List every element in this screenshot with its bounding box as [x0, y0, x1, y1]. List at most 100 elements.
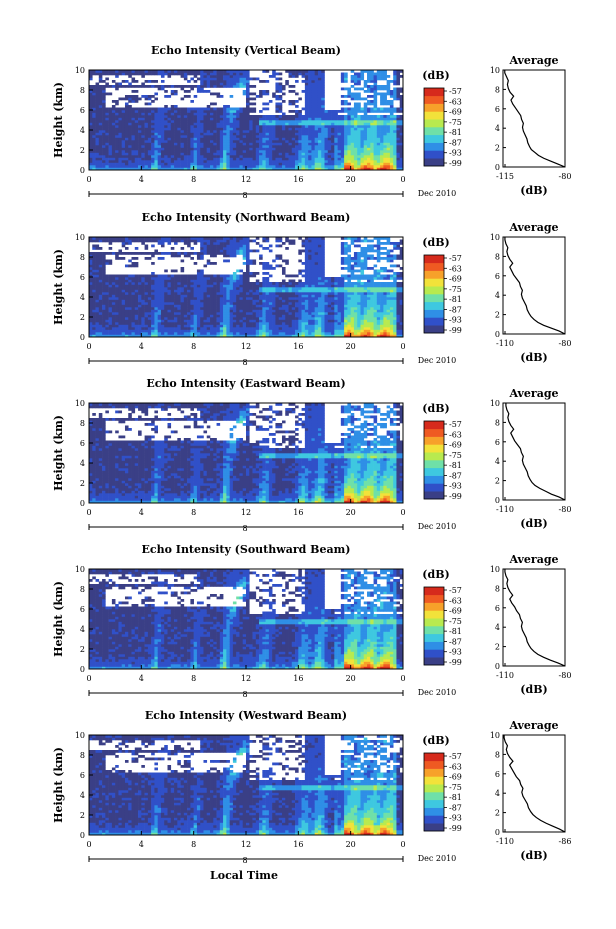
heatmap-cell: [239, 82, 244, 86]
heatmap-cell: [242, 125, 247, 128]
heatmap-cell: [223, 127, 227, 131]
heatmap-cell: [160, 122, 165, 126]
heatmap-cell: [380, 127, 384, 131]
heatmap-cell: [291, 142, 296, 146]
heatmap-cell: [200, 327, 204, 330]
heatmap-cell: [187, 140, 191, 143]
heatmap-cell: [154, 110, 158, 113]
heatmap-cell: [259, 307, 263, 310]
heatmap-cell: [131, 322, 136, 325]
heatmap-cell: [164, 279, 168, 283]
heatmap-cell: [396, 160, 401, 163]
heatmap-cell: [92, 329, 96, 333]
heatmap-cell: [170, 332, 175, 335]
heatmap-cell: [206, 157, 211, 161]
heatmap-cell: [141, 122, 145, 126]
heatmap-cell: [183, 167, 188, 171]
heatmap-cell: [317, 87, 322, 91]
heatmap-cell: [229, 167, 234, 171]
heatmap-cell: [249, 115, 253, 118]
heatmap-cell: [311, 122, 315, 126]
heatmap-cell: [242, 312, 247, 315]
heatmap-cell: [124, 142, 129, 146]
heatmap-cell: [200, 312, 204, 315]
heatmap-cell: [203, 252, 208, 255]
heatmap-cell: [216, 72, 221, 76]
heatmap-cell: [249, 132, 253, 136]
heatmap-cell: [160, 324, 165, 328]
heatmap-cell: [360, 160, 365, 163]
heatmap-cell: [151, 287, 155, 290]
heatmap-cell: [95, 309, 100, 313]
heatmap-cell: [134, 257, 139, 260]
colorbar-tick-label: -63: [449, 97, 462, 106]
heatmap-cell: [206, 82, 211, 86]
heatmap-cell: [115, 112, 119, 116]
heatmap-cell: [183, 294, 188, 298]
heatmap-cell: [334, 167, 338, 171]
heatmap-cell: [180, 107, 185, 111]
heatmap-cell: [321, 135, 325, 138]
heatmap-cell: [399, 120, 404, 123]
heatmap-cell: [347, 157, 351, 161]
heatmap-cell: [95, 115, 100, 118]
heatmap-cell: [183, 145, 188, 148]
heatmap-cell: [278, 329, 283, 333]
heatmap-cell: [288, 165, 293, 168]
heatmap-cell: [131, 147, 136, 151]
heatmap-cell: [134, 165, 139, 168]
heatmap-cell: [373, 140, 378, 143]
heatmap-cell: [223, 247, 227, 250]
heatmap-cell: [144, 319, 149, 323]
heatmap-cell: [174, 92, 178, 96]
heatmap-cell: [121, 107, 126, 111]
heatmap-cell: [183, 85, 188, 88]
heatmap-cell: [128, 259, 132, 263]
heatmap-cell: [95, 302, 100, 305]
heatmap-cell: [252, 272, 257, 275]
heatmap-cell: [89, 277, 93, 280]
heatmap-cell: [124, 122, 129, 126]
heatmap-cell: [272, 314, 276, 318]
heatmap-cell: [363, 90, 368, 93]
heatmap-cell: [121, 329, 126, 333]
heatmap-cell: [147, 304, 152, 308]
heatmap-cell: [223, 299, 227, 303]
heatmap-cell: [206, 284, 211, 288]
heatmap-cell: [196, 237, 201, 240]
heatmap-cell: [98, 152, 103, 156]
heatmap-cell: [236, 85, 240, 88]
heatmap-cell: [183, 125, 188, 128]
heatmap-cell: [200, 237, 204, 240]
heatmap-cell: [308, 132, 312, 136]
heatmap-cell: [259, 312, 263, 315]
heatmap-cell: [216, 237, 221, 240]
heatmap-cell: [324, 120, 329, 123]
profile-y-tick-label: 0: [495, 163, 500, 172]
heatmap-cell: [92, 279, 96, 283]
heatmap-cell: [262, 102, 266, 106]
heatmap-cell: [363, 162, 368, 166]
heatmap-cell: [115, 319, 119, 323]
heatmap-cell: [157, 242, 162, 245]
heatmap-cell: [121, 287, 126, 290]
heatmap-cell: [259, 167, 263, 171]
heatmap-cell: [223, 85, 227, 88]
heatmap-cell: [317, 70, 322, 73]
heatmap-cell: [304, 122, 309, 126]
heatmap-cell: [92, 264, 96, 268]
heatmap-cell: [102, 334, 106, 338]
heatmap-cell: [95, 135, 100, 138]
heatmap-cell: [134, 324, 139, 328]
heatmap-cell: [177, 162, 181, 166]
heatmap-cell: [389, 100, 394, 103]
heatmap-cell: [193, 262, 198, 265]
heatmap-cell: [229, 127, 234, 131]
heatmap-cell: [350, 112, 355, 116]
heatmap-cell: [210, 334, 214, 338]
heatmap-cell: [111, 297, 116, 300]
heatmap-cell: [187, 289, 191, 293]
heatmap-cell: [239, 309, 244, 313]
heatmap-cell: [115, 110, 119, 113]
heatmap-cell: [304, 112, 309, 116]
